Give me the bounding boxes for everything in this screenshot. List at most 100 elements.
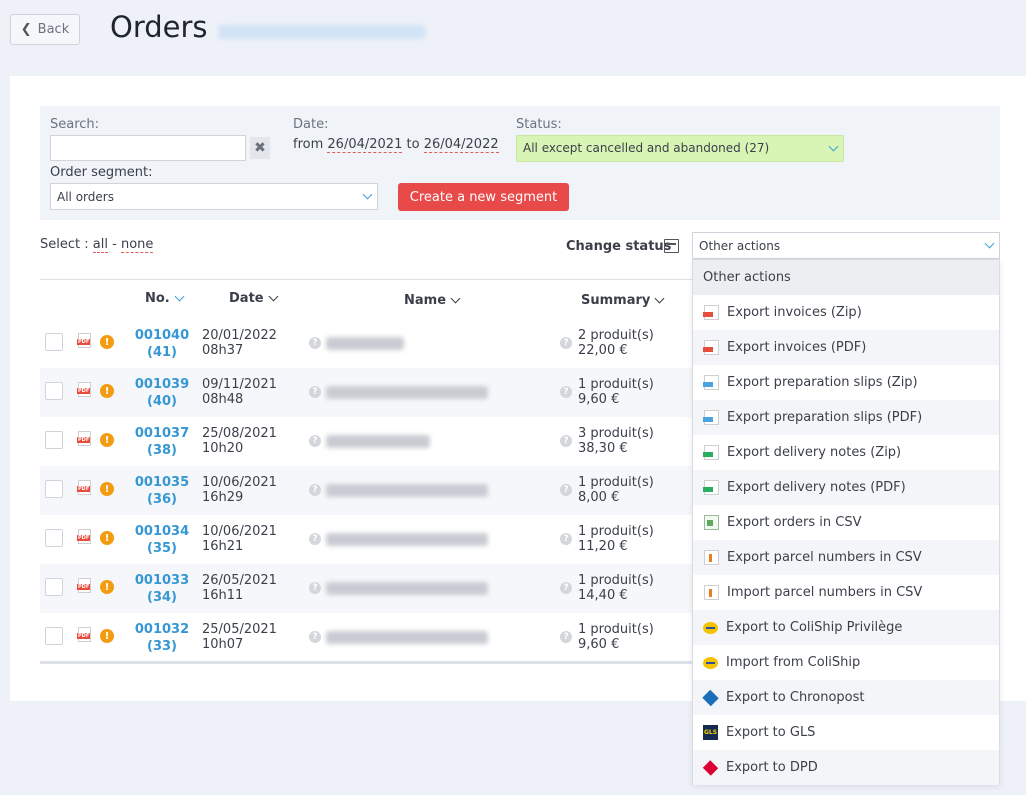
menu-item-export-delivery-pdf[interactable]: Export delivery notes (PDF) [693, 470, 999, 505]
pdf-icon[interactable] [77, 578, 91, 593]
menu-item-export-coliship[interactable]: Export to ColiShip Privilège [693, 610, 999, 645]
menu-item-export-orders-csv[interactable]: Export orders in CSV [693, 505, 999, 540]
summary-items: 1 produit(s) [578, 377, 654, 392]
pdf-icon[interactable] [77, 382, 91, 397]
clear-search-button[interactable]: ✖ [250, 137, 270, 159]
search-input[interactable] [50, 135, 246, 161]
menu-item-export-parcel-csv[interactable]: Export parcel numbers in CSV [693, 540, 999, 575]
order-number[interactable]: 001040 (41) [130, 327, 194, 361]
help-icon[interactable]: ? [560, 631, 572, 643]
row-checkbox[interactable] [45, 627, 63, 645]
pdf-icon[interactable] [77, 529, 91, 544]
row-checkbox[interactable] [45, 480, 63, 498]
back-button[interactable]: ❮ Back [10, 14, 80, 45]
menu-item-export-dpd[interactable]: Export to DPD [693, 750, 999, 785]
help-icon[interactable]: ? [560, 435, 572, 447]
blurred-customer-name [326, 582, 488, 595]
row-checkbox[interactable] [45, 578, 63, 596]
help-icon[interactable]: ? [309, 386, 321, 398]
chevron-down-icon [828, 141, 839, 152]
column-header-date[interactable]: Date [229, 291, 279, 306]
order-id: 001034 [134, 524, 190, 539]
row-checkbox[interactable] [45, 431, 63, 449]
menu-item-export-prep-slips-pdf[interactable]: Export preparation slips (PDF) [693, 400, 999, 435]
order-number[interactable]: 001035 (36) [130, 474, 194, 508]
segment-select[interactable]: All orders [50, 183, 378, 210]
time-value: 10h07 [202, 637, 244, 652]
pdf-icon[interactable] [77, 431, 91, 446]
column-label: No. [145, 291, 170, 306]
menu-item-import-coliship[interactable]: Import from ColiShip [693, 645, 999, 680]
blurred-subtitle [218, 25, 426, 39]
menu-item-export-chronopost[interactable]: Export to Chronopost [693, 680, 999, 715]
menu-item-label: Import from ColiShip [726, 655, 861, 670]
column-header-no[interactable]: No. [145, 291, 185, 306]
help-icon[interactable]: ? [309, 337, 321, 349]
date-from-link[interactable]: 26/04/2021 [327, 137, 403, 153]
export-arrow-icon [704, 550, 719, 565]
menu-item-import-parcel-csv[interactable]: Import parcel numbers in CSV [693, 575, 999, 610]
csv-icon [704, 515, 719, 530]
pdf-icon[interactable] [77, 480, 91, 495]
menu-item-label: Export delivery notes (PDF) [727, 480, 906, 495]
menu-item-export-prep-slips-zip[interactable]: Export preparation slips (Zip) [693, 365, 999, 400]
select-all-link[interactable]: all [92, 237, 108, 253]
change-status-button[interactable]: Change status [566, 239, 672, 254]
menu-item-export-gls[interactable]: GLS Export to GLS [693, 715, 999, 750]
help-icon[interactable]: ? [560, 386, 572, 398]
pdf-icon[interactable] [77, 627, 91, 642]
status-window-icon[interactable] [664, 239, 679, 253]
help-icon[interactable]: ? [309, 533, 321, 545]
help-icon[interactable]: ? [309, 484, 321, 496]
order-date: 25/08/2021 10h20 [202, 426, 277, 456]
colissimo-icon [703, 621, 718, 634]
summary-total: 9,60 € [578, 392, 620, 407]
row-checkbox[interactable] [45, 333, 63, 351]
blurred-customer-name [326, 337, 404, 350]
menu-item-label: Export invoices (PDF) [727, 340, 867, 355]
warning-icon: ! [100, 335, 114, 349]
menu-item-export-delivery-zip[interactable]: Export delivery notes (Zip) [693, 435, 999, 470]
select-none-link[interactable]: none [120, 237, 154, 253]
segment-label: Order segment: [50, 165, 153, 180]
column-header-name[interactable]: Name [404, 293, 461, 308]
column-label: Summary [581, 293, 651, 308]
create-segment-button[interactable]: Create a new segment [398, 183, 569, 211]
column-header-summary[interactable]: Summary [581, 293, 665, 308]
status-select[interactable]: All except cancelled and abandoned (27) [516, 135, 844, 162]
row-checkbox[interactable] [45, 382, 63, 400]
help-icon[interactable]: ? [560, 533, 572, 545]
order-summary: 1 produit(s) 9,60 € [578, 377, 654, 407]
order-number[interactable]: 001037 (38) [130, 425, 194, 459]
order-number[interactable]: 001033 (34) [130, 572, 194, 606]
order-number[interactable]: 001039 (40) [130, 376, 194, 410]
pdf-icon[interactable] [77, 333, 91, 348]
help-icon[interactable]: ? [560, 337, 572, 349]
help-icon[interactable]: ? [560, 484, 572, 496]
row-checkbox[interactable] [45, 529, 63, 547]
order-number[interactable]: 001034 (35) [130, 523, 194, 557]
help-icon[interactable]: ? [309, 631, 321, 643]
help-icon[interactable]: ? [309, 435, 321, 447]
menu-item-export-invoices-zip[interactable]: Export invoices (Zip) [693, 295, 999, 330]
order-id: 001035 [134, 475, 190, 490]
menu-item-export-invoices-pdf[interactable]: Export invoices (PDF) [693, 330, 999, 365]
help-icon[interactable]: ? [560, 582, 572, 594]
summary-total: 9,60 € [578, 637, 620, 652]
other-actions-select[interactable]: Other actions [692, 232, 1000, 259]
order-count: (33) [147, 639, 177, 654]
order-number[interactable]: 001032 (33) [130, 621, 194, 655]
summary-total: 22,00 € [578, 343, 628, 358]
order-summary: 2 produit(s) 22,00 € [578, 328, 654, 358]
date-to-link[interactable]: 26/04/2022 [423, 137, 499, 153]
order-date: 10/06/2021 16h21 [202, 524, 277, 554]
pdf-blue-icon [703, 375, 719, 390]
help-icon[interactable]: ? [309, 582, 321, 594]
